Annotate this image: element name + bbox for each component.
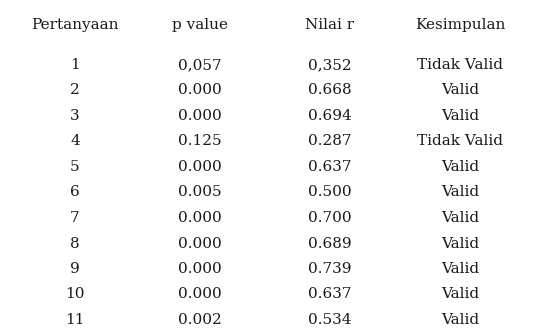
Text: 3: 3 xyxy=(70,109,80,123)
Text: Tidak Valid: Tidak Valid xyxy=(417,134,503,148)
Text: 0,352: 0,352 xyxy=(308,58,352,72)
Text: 0.000: 0.000 xyxy=(178,211,222,225)
Text: 0.700: 0.700 xyxy=(308,211,352,225)
Text: Nilai r: Nilai r xyxy=(305,18,355,32)
Text: 0.637: 0.637 xyxy=(308,160,352,174)
Text: 0.000: 0.000 xyxy=(178,84,222,98)
Text: 11: 11 xyxy=(65,313,85,327)
Text: 5: 5 xyxy=(70,160,80,174)
Text: Valid: Valid xyxy=(441,84,479,98)
Text: 6: 6 xyxy=(70,186,80,200)
Text: 0.000: 0.000 xyxy=(178,109,222,123)
Text: 0.000: 0.000 xyxy=(178,262,222,276)
Text: 2: 2 xyxy=(70,84,80,98)
Text: 0.125: 0.125 xyxy=(178,134,222,148)
Text: 0.005: 0.005 xyxy=(178,186,222,200)
Text: 0.287: 0.287 xyxy=(308,134,352,148)
Text: 0.637: 0.637 xyxy=(308,288,352,301)
Text: 0.000: 0.000 xyxy=(178,236,222,251)
Text: Pertanyaan: Pertanyaan xyxy=(31,18,119,32)
Text: 0.000: 0.000 xyxy=(178,288,222,301)
Text: Kesimpulan: Kesimpulan xyxy=(415,18,505,32)
Text: Valid: Valid xyxy=(441,211,479,225)
Text: Valid: Valid xyxy=(441,262,479,276)
Text: 0.689: 0.689 xyxy=(308,236,352,251)
Text: Valid: Valid xyxy=(441,109,479,123)
Text: 0.694: 0.694 xyxy=(308,109,352,123)
Text: 0.668: 0.668 xyxy=(308,84,352,98)
Text: 0.739: 0.739 xyxy=(308,262,352,276)
Text: 4: 4 xyxy=(70,134,80,148)
Text: 0.500: 0.500 xyxy=(308,186,352,200)
Text: 0.000: 0.000 xyxy=(178,160,222,174)
Text: 0.534: 0.534 xyxy=(308,313,352,327)
Text: Valid: Valid xyxy=(441,160,479,174)
Text: Valid: Valid xyxy=(441,236,479,251)
Text: 8: 8 xyxy=(70,236,80,251)
Text: 9: 9 xyxy=(70,262,80,276)
Text: Valid: Valid xyxy=(441,186,479,200)
Text: 10: 10 xyxy=(65,288,85,301)
Text: Valid: Valid xyxy=(441,313,479,327)
Text: Tidak Valid: Tidak Valid xyxy=(417,58,503,72)
Text: 0.002: 0.002 xyxy=(178,313,222,327)
Text: 1: 1 xyxy=(70,58,80,72)
Text: 7: 7 xyxy=(70,211,80,225)
Text: p value: p value xyxy=(172,18,228,32)
Text: Valid: Valid xyxy=(441,288,479,301)
Text: 0,057: 0,057 xyxy=(178,58,222,72)
